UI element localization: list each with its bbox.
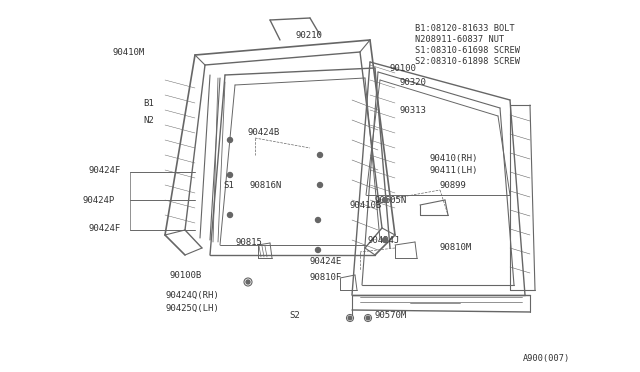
Text: 90410B: 90410B bbox=[350, 201, 382, 209]
Text: 90424B: 90424B bbox=[247, 128, 279, 137]
Text: S2: S2 bbox=[289, 311, 300, 321]
Text: 90210: 90210 bbox=[296, 31, 323, 39]
Text: S1: S1 bbox=[223, 180, 234, 189]
Circle shape bbox=[316, 218, 321, 222]
Text: B1: B1 bbox=[143, 99, 154, 108]
Circle shape bbox=[348, 316, 352, 320]
Text: 90570M: 90570M bbox=[375, 311, 407, 321]
Text: 90815: 90815 bbox=[235, 237, 262, 247]
Text: 90410(RH): 90410(RH) bbox=[430, 154, 478, 163]
Text: S2:08310-61898 SCREW: S2:08310-61898 SCREW bbox=[415, 57, 520, 65]
Circle shape bbox=[246, 280, 250, 284]
Text: 90605N: 90605N bbox=[375, 196, 407, 205]
Text: 90100: 90100 bbox=[390, 64, 417, 73]
Text: 90424P: 90424P bbox=[82, 196, 115, 205]
Circle shape bbox=[227, 138, 232, 142]
Text: 90810F: 90810F bbox=[310, 273, 342, 282]
Text: A900(007): A900(007) bbox=[523, 353, 570, 362]
Text: 90424Q(RH): 90424Q(RH) bbox=[165, 291, 219, 299]
Text: N208911-60837 NUT: N208911-60837 NUT bbox=[415, 35, 504, 44]
Circle shape bbox=[383, 198, 387, 202]
Text: 90410M: 90410M bbox=[112, 48, 144, 57]
Circle shape bbox=[227, 173, 232, 177]
Circle shape bbox=[317, 183, 323, 187]
Text: N2: N2 bbox=[143, 115, 154, 125]
Text: 90411(LH): 90411(LH) bbox=[430, 166, 478, 174]
Circle shape bbox=[227, 212, 232, 218]
Text: 90810M: 90810M bbox=[440, 244, 472, 253]
Text: B1:08120-81633 BOLT: B1:08120-81633 BOLT bbox=[415, 23, 515, 32]
Text: 90425Q(LH): 90425Q(LH) bbox=[165, 304, 219, 312]
Text: 90424E: 90424E bbox=[310, 257, 342, 266]
Text: 90899: 90899 bbox=[440, 180, 467, 189]
Text: 90424F: 90424F bbox=[88, 166, 120, 174]
Text: 90320: 90320 bbox=[400, 77, 427, 87]
Text: 90424J: 90424J bbox=[368, 235, 400, 244]
Text: S1:08310-61698 SCREW: S1:08310-61698 SCREW bbox=[415, 45, 520, 55]
Circle shape bbox=[383, 237, 387, 243]
Text: 90816N: 90816N bbox=[250, 180, 282, 189]
Text: 90424F: 90424F bbox=[88, 224, 120, 232]
Text: 90313: 90313 bbox=[400, 106, 427, 115]
Text: 90100B: 90100B bbox=[170, 270, 202, 279]
Circle shape bbox=[317, 153, 323, 157]
Circle shape bbox=[366, 316, 370, 320]
Circle shape bbox=[316, 247, 321, 253]
